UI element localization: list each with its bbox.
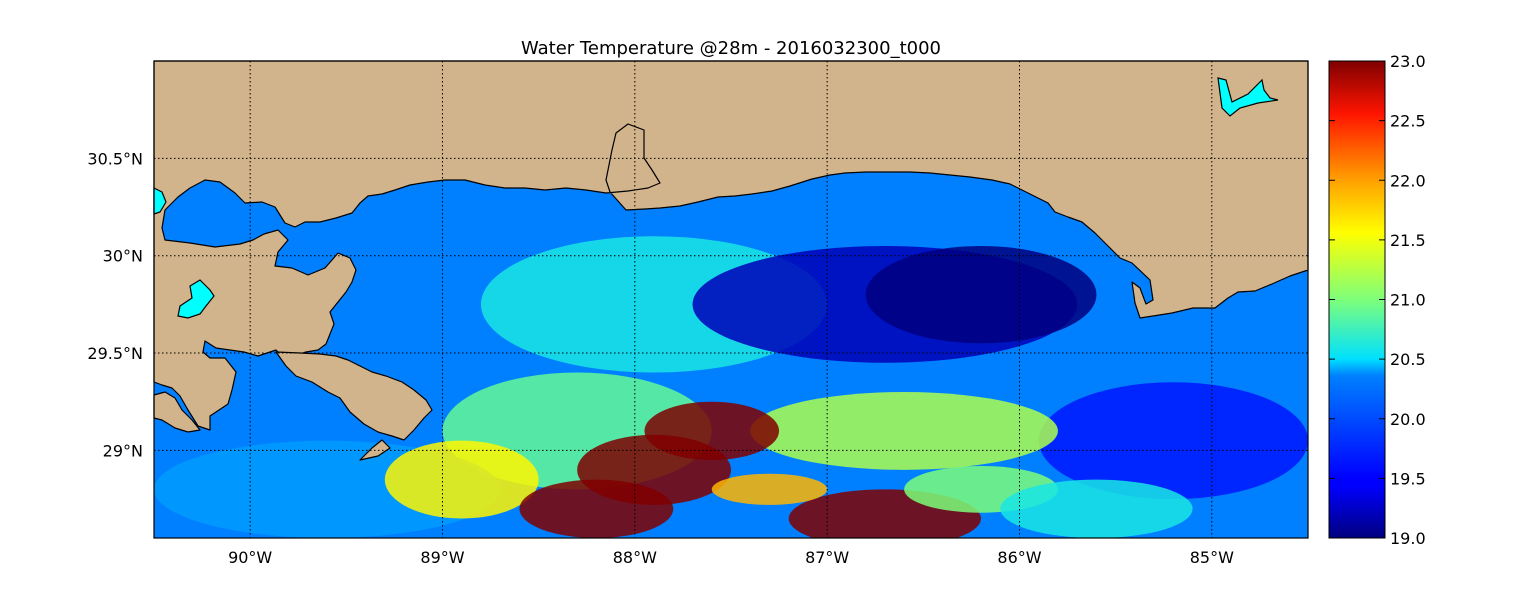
colorbar-tick-label: 19.5: [1390, 469, 1426, 488]
colorbar-gradient: [1328, 60, 1386, 539]
map-grid: [154, 61, 1308, 538]
colorbar-tick-label: 20.5: [1390, 350, 1426, 369]
colorbar-tick-label: 23.0: [1390, 52, 1426, 71]
temperature-patch: [1000, 479, 1193, 538]
lon-tick-label: 86°W: [997, 548, 1041, 567]
temperature-patch: [711, 473, 828, 505]
lat-tick-label: 30.5°N: [87, 149, 143, 168]
latitude-labels: 30.5°N 30°N 29.5°N 29°N: [87, 149, 143, 460]
colorbar-tick-label: 21.0: [1390, 291, 1426, 310]
temperature-patch: [865, 245, 1097, 344]
temperature-patch: [519, 479, 674, 538]
colorbar: 23.0 22.5 22.0 21.5 21.0 20.5 20.0 19.5 19.0: [1328, 52, 1426, 548]
map-title: Water Temperature @28m - 2016032300_t000: [521, 38, 941, 59]
longitude-labels: 90°W 89°W 88°W 87°W 86°W 85°W: [228, 548, 1234, 567]
temperature-patch: [1038, 382, 1308, 500]
colorbar-tick-label: 19.0: [1390, 529, 1426, 548]
lake-inland: [177, 279, 215, 319]
colorbar-tick-label: 21.5: [1390, 231, 1426, 250]
temperature-patch: [750, 391, 1058, 470]
lon-tick-label: 88°W: [613, 548, 657, 567]
lat-tick-label: 29.5°N: [87, 344, 143, 363]
land-west-shore: [153, 391, 201, 433]
colorbar-ticks: 23.0 22.5 22.0 21.5 21.0 20.5 20.0 19.5 19.0: [1329, 52, 1426, 548]
land-delta: [275, 351, 433, 441]
colorbar-tick-label: 22.0: [1390, 171, 1426, 190]
lat-tick-label: 30°N: [103, 247, 143, 266]
map-frame: [153, 60, 1309, 539]
temperature-patch: [384, 440, 539, 519]
lon-tick-label: 87°W: [805, 548, 849, 567]
colorbar-tick-label: 20.0: [1390, 410, 1426, 429]
lon-tick-label: 85°W: [1190, 548, 1234, 567]
lon-tick-label: 89°W: [420, 548, 464, 567]
lake-east: [1217, 77, 1279, 117]
map-area: 90°W 89°W 88°W 87°W 86°W 85°W 30.5°N 30°N 29.5°…: [87, 60, 1309, 567]
lat-tick-label: 29°N: [103, 441, 143, 460]
colorbar-tick-label: 22.5: [1390, 112, 1426, 131]
lon-tick-label: 90°W: [228, 548, 272, 567]
